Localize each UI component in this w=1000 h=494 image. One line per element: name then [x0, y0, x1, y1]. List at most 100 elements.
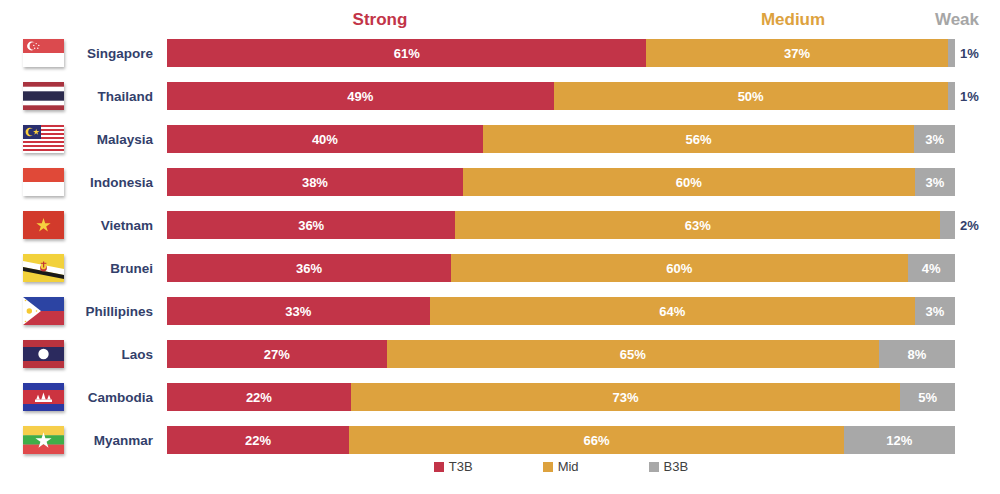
- weak-value-outside-label: 2%: [955, 218, 1000, 233]
- strong-value-label: 22%: [246, 390, 272, 405]
- strong-value-label: 61%: [394, 46, 420, 61]
- strong-value-label: 27%: [264, 347, 290, 362]
- legend-label-mid: Mid: [558, 459, 579, 474]
- weak-value-label: 4%: [922, 261, 941, 276]
- header-medium: Medium: [761, 10, 825, 30]
- phillipines-flag-icon: [0, 297, 64, 325]
- weak-segment: 3%: [914, 125, 955, 153]
- legend-item-b3b: B3B: [649, 459, 689, 474]
- country-row-phillipines: Phillipines 33% 64% 3%: [0, 297, 1000, 325]
- strong-value-label: 36%: [298, 218, 324, 233]
- weak-value-label: 3%: [925, 304, 944, 319]
- medium-segment: 60%: [451, 254, 907, 282]
- medium-segment: 66%: [349, 426, 844, 454]
- medium-value-label: 60%: [666, 261, 692, 276]
- header-strong: Strong: [353, 10, 408, 30]
- country-row-laos: Laos 27% 65% 8%: [0, 340, 1000, 368]
- t3b-swatch-icon: [434, 462, 444, 472]
- strong-segment: 36%: [167, 211, 455, 239]
- strong-segment: 22%: [167, 383, 351, 411]
- country-label: Singapore: [64, 46, 167, 61]
- strong-segment: 40%: [167, 125, 483, 153]
- weak-value-label: 12%: [886, 433, 912, 448]
- legend-item-mid: Mid: [543, 459, 579, 474]
- country-label: Phillipines: [64, 304, 167, 319]
- bar-track: 22% 73% 5%: [167, 383, 955, 411]
- malaysia-flag-icon: [0, 125, 64, 153]
- strong-segment: 38%: [167, 168, 463, 196]
- stacked-bar-chart: Strong Medium Weak Singapore 61% 37% 1% …: [0, 0, 1000, 494]
- weak-segment: 8%: [879, 340, 955, 368]
- weak-segment: 5%: [900, 383, 955, 411]
- weak-value-outside-label: 1%: [955, 89, 1000, 104]
- column-headers: Strong Medium Weak: [167, 10, 955, 36]
- weak-value-label: 5%: [918, 390, 937, 405]
- weak-segment: 3%: [915, 297, 955, 325]
- country-label: Cambodia: [64, 390, 167, 405]
- cambodia-flag-icon: [0, 383, 64, 411]
- bar-track: 27% 65% 8%: [167, 340, 955, 368]
- weak-value-label: 3%: [926, 175, 945, 190]
- vietnam-flag-icon: [0, 211, 64, 239]
- medium-value-label: 50%: [738, 89, 764, 104]
- strong-value-label: 38%: [302, 175, 328, 190]
- indonesia-flag-icon: [0, 168, 64, 196]
- chart-rows: Singapore 61% 37% 1% Thailand 49% 50% 1%…: [0, 39, 1000, 469]
- medium-segment: 56%: [483, 125, 915, 153]
- bar-track: 49% 50%: [167, 82, 955, 110]
- country-label: Laos: [64, 347, 167, 362]
- weak-value-label: 8%: [908, 347, 927, 362]
- strong-value-label: 49%: [347, 89, 373, 104]
- country-row-indonesia: Indonesia 38% 60% 3%: [0, 168, 1000, 196]
- myanmar-flag-icon: [0, 426, 64, 454]
- strong-segment: 49%: [167, 82, 554, 110]
- country-row-cambodia: Cambodia 22% 73% 5%: [0, 383, 1000, 411]
- medium-value-label: 60%: [676, 175, 702, 190]
- strong-segment: 61%: [167, 39, 646, 67]
- bar-track: 36% 63%: [167, 211, 955, 239]
- country-label: Indonesia: [64, 175, 167, 190]
- medium-segment: 50%: [554, 82, 948, 110]
- country-label: Brunei: [64, 261, 167, 276]
- header-weak: Weak: [935, 10, 979, 30]
- weak-value-label: 3%: [925, 132, 944, 147]
- country-label: Myanmar: [64, 433, 167, 448]
- country-row-myanmar: Myanmar 22% 66% 12%: [0, 426, 1000, 454]
- medium-value-label: 64%: [659, 304, 685, 319]
- strong-value-label: 33%: [285, 304, 311, 319]
- chart-legend: T3B Mid B3B: [167, 459, 955, 474]
- medium-segment: 73%: [351, 383, 901, 411]
- thailand-flag-icon: [0, 82, 64, 110]
- legend-label-b3b: B3B: [664, 459, 689, 474]
- strong-segment: 36%: [167, 254, 451, 282]
- medium-value-label: 56%: [686, 132, 712, 147]
- legend-label-t3b: T3B: [449, 459, 473, 474]
- country-row-vietnam: Vietnam 36% 63% 2%: [0, 211, 1000, 239]
- brunei-flag-icon: [0, 254, 64, 282]
- weak-segment: 4%: [908, 254, 955, 282]
- laos-flag-icon: [0, 340, 64, 368]
- medium-segment: 37%: [646, 39, 947, 67]
- country-row-thailand: Thailand 49% 50% 1%: [0, 82, 1000, 110]
- medium-value-label: 65%: [620, 347, 646, 362]
- medium-value-label: 73%: [613, 390, 639, 405]
- weak-value-outside-label: 1%: [955, 46, 1000, 61]
- country-row-brunei: Brunei 36% 60% 4%: [0, 254, 1000, 282]
- medium-value-label: 66%: [583, 433, 609, 448]
- country-label: Thailand: [64, 89, 167, 104]
- medium-segment: 65%: [387, 340, 879, 368]
- singapore-flag-icon: [0, 39, 64, 67]
- strong-value-label: 36%: [296, 261, 322, 276]
- country-row-singapore: Singapore 61% 37% 1%: [0, 39, 1000, 67]
- strong-segment: 22%: [167, 426, 349, 454]
- weak-segment: [940, 211, 955, 239]
- country-label: Malaysia: [64, 132, 167, 147]
- bar-track: 33% 64% 3%: [167, 297, 955, 325]
- strong-value-label: 22%: [245, 433, 271, 448]
- weak-segment: [948, 82, 955, 110]
- bar-track: 36% 60% 4%: [167, 254, 955, 282]
- medium-value-label: 37%: [784, 46, 810, 61]
- bar-track: 61% 37%: [167, 39, 955, 67]
- country-label: Vietnam: [64, 218, 167, 233]
- weak-segment: 3%: [915, 168, 955, 196]
